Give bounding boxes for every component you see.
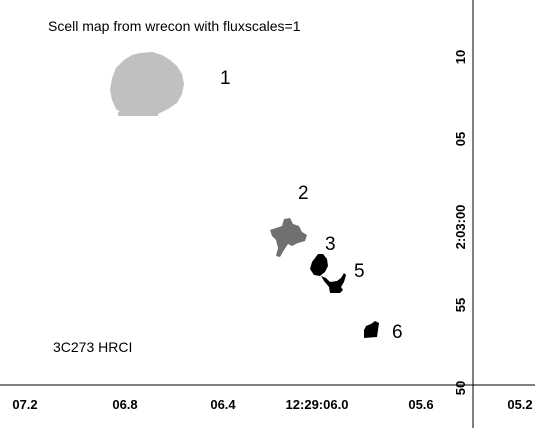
source-blob-6 [364, 321, 379, 338]
x-tick-label: 05.6 [408, 397, 433, 412]
y-tick-label: 05 [453, 132, 468, 146]
y-tick-label: 55 [453, 298, 468, 312]
source-blob-2 [270, 218, 307, 257]
y-tick-label: 50 [453, 381, 468, 395]
source-label-2: 2 [298, 183, 309, 204]
source-name-label: 3C273 HRCI [53, 339, 132, 355]
source-blob-1-edge [118, 112, 158, 116]
source-blob-5 [321, 273, 346, 293]
source-label-1: 1 [220, 68, 231, 89]
source-label-6: 6 [392, 322, 403, 343]
source-blob-3 [310, 254, 328, 276]
x-tick-label: 06.8 [112, 397, 137, 412]
y-tick-label: 2:03:00 [453, 205, 468, 250]
x-tick-label: 05.2 [507, 397, 532, 412]
x-tick-label: 06.4 [210, 397, 236, 412]
map-title: Scell map from wrecon with fluxscales=1 [48, 18, 301, 34]
x-tick-label: 12:29:06.0 [286, 397, 349, 412]
y-tick-label: 10 [453, 50, 468, 64]
source-label-5: 5 [354, 261, 365, 282]
source-blob-1 [110, 52, 184, 116]
x-tick-label: 07.2 [12, 397, 37, 412]
source-label-3: 3 [325, 234, 336, 255]
